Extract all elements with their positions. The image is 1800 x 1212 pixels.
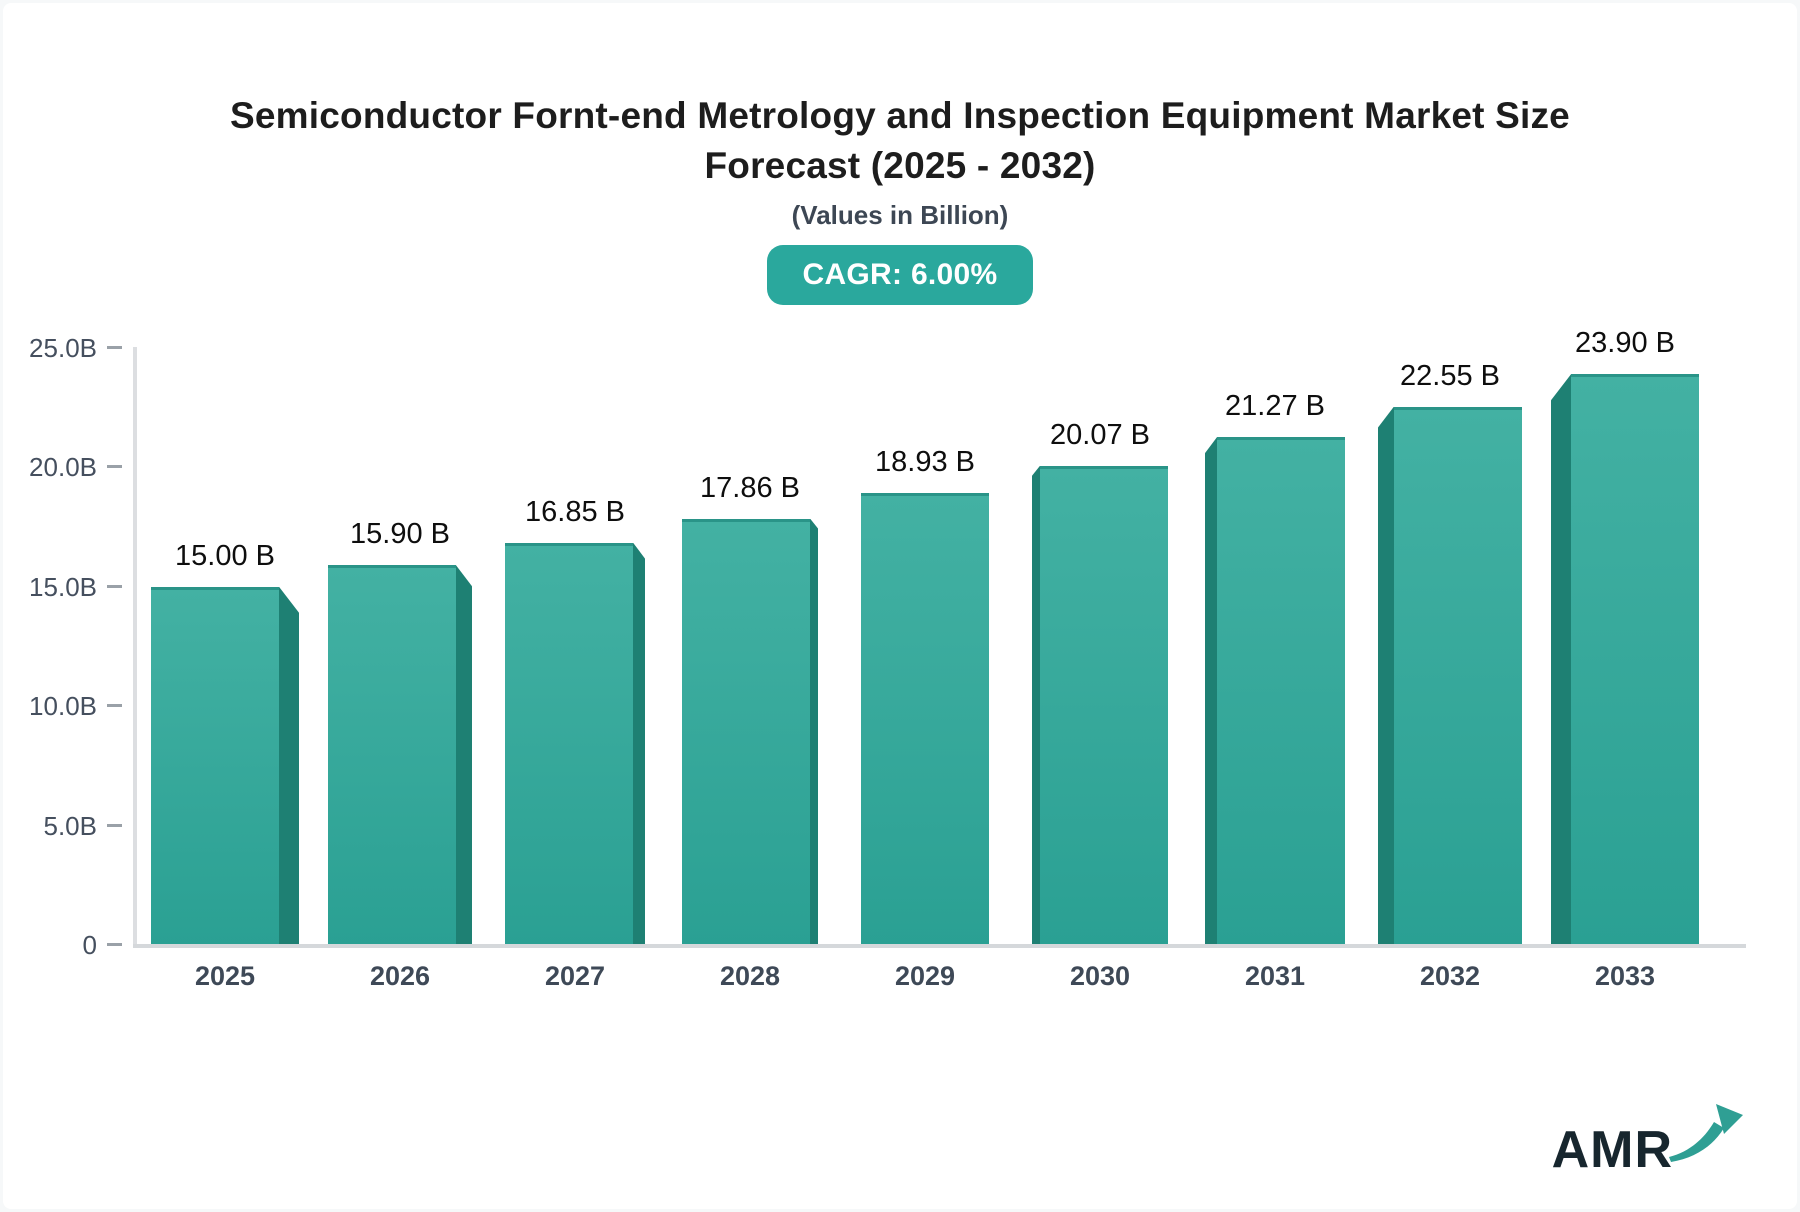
bar-side-face-2027 (633, 542, 645, 948)
y-axis-tick-label: 15.0B (29, 571, 97, 602)
y-axis-tick-label: 10.0B (29, 691, 97, 722)
x-axis-baseline (133, 944, 1746, 948)
bar-2027 (505, 542, 633, 948)
chart-title-line1: Semiconductor Fornt-end Metrology and In… (230, 95, 1570, 136)
bar-value-label: 16.85 B (525, 495, 625, 528)
bar-side-face-2031 (1205, 437, 1217, 948)
bar-2030 (1040, 465, 1168, 948)
y-axis-tick (107, 584, 122, 588)
y-axis-tick-label: 25.0B (29, 333, 97, 363)
chart-title-line2: Forecast (2025 - 2032) (704, 145, 1096, 186)
y-axis-tick (107, 465, 122, 469)
y-axis-tick (107, 943, 122, 946)
x-axis-label-2031: 2031 (1244, 961, 1306, 991)
y-axis-tick-label: 20.0B (29, 452, 97, 483)
bar-value-label: 15.90 B (350, 518, 450, 551)
bar-2032 (1394, 406, 1522, 948)
bar-side-face-2030 (1032, 465, 1040, 948)
y-axis-tick-label: 5.0B (43, 810, 98, 841)
x-axis-label-2027: 2027 (544, 961, 606, 991)
bar-value-label: 22.55 B (1400, 359, 1500, 392)
y-axis-line (133, 347, 137, 948)
bar-2026 (328, 565, 456, 948)
cagr-badge: CAGR: 6.00% (767, 245, 1033, 305)
x-axis-label-2030: 2030 (1069, 961, 1131, 991)
bar-side-face-2026 (456, 565, 472, 948)
x-axis-label-2025: 2025 (194, 961, 256, 991)
amr-logo-text: AMR (1551, 1121, 1673, 1179)
bar-2025 (151, 586, 279, 948)
chart-header: Semiconductor Fornt-end Metrology and In… (3, 3, 1797, 305)
chart-subtitle: (Values in Billion) (791, 200, 1009, 230)
bar-2029 (861, 492, 989, 948)
bar-2031 (1217, 437, 1345, 948)
bar-value-label: 21.27 B (1225, 390, 1325, 423)
y-axis-tick-label: 0 (82, 930, 97, 960)
bar-side-face-2033 (1551, 374, 1571, 948)
y-axis-tick (107, 346, 122, 349)
chart-card: Semiconductor Fornt-end Metrology and In… (3, 3, 1797, 1209)
y-axis-tick (107, 704, 122, 708)
bar-side-face-2025 (279, 586, 299, 948)
amr-logo: AMR (1552, 1102, 1745, 1177)
bar-2033 (1571, 374, 1699, 948)
x-axis-label-2026: 2026 (369, 961, 431, 991)
bar-value-label: 18.93 B (875, 445, 975, 478)
y-axis-tick (107, 823, 122, 827)
bar-side-face-2028 (810, 518, 818, 948)
x-axis-label-2032: 2032 (1419, 961, 1481, 991)
bar-value-label: 17.86 B (700, 471, 800, 504)
x-axis-label-2029: 2029 (894, 961, 956, 991)
bar-2028 (682, 518, 810, 948)
bar-value-label: 23.90 B (1575, 327, 1675, 360)
bar-chart-plot-area: 15.00 B 2025 15.90 B 2026 16.85 B 2027 17.86 B… (3, 3, 1797, 1209)
bar-value-label: 20.07 B (1050, 418, 1150, 451)
bar-value-label: 15.00 B (175, 539, 275, 572)
x-axis-label-2033: 2033 (1594, 961, 1656, 991)
x-axis-label-2028: 2028 (719, 961, 781, 991)
bar-side-face-2032 (1378, 406, 1394, 948)
growth-arrow-icon (1667, 1102, 1745, 1173)
